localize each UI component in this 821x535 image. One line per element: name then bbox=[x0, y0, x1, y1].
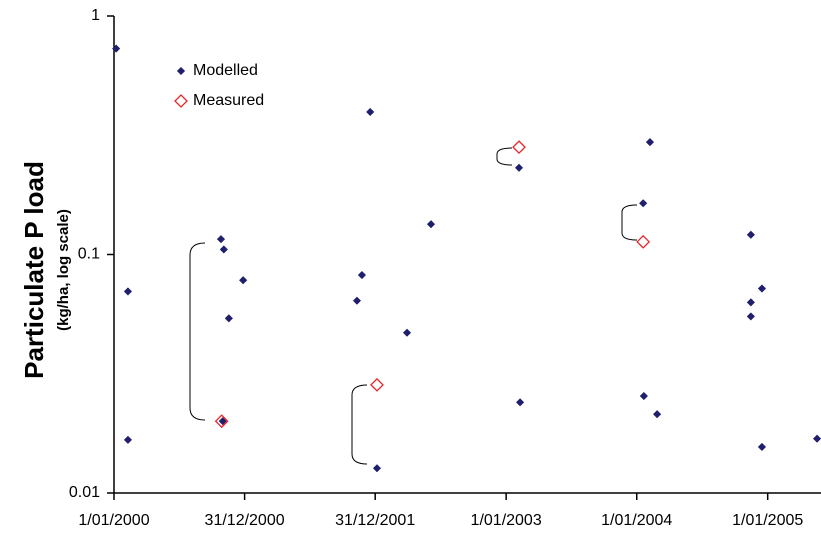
legend-label: Modelled bbox=[193, 62, 258, 79]
data-point bbox=[757, 284, 767, 293]
data-point bbox=[224, 314, 234, 323]
data-point bbox=[239, 276, 248, 285]
x-tick-label: 1/01/2005 bbox=[732, 512, 803, 529]
x-tick-label: 31/12/2000 bbox=[205, 512, 285, 529]
data-point bbox=[757, 442, 767, 452]
data-point bbox=[514, 163, 524, 172]
data-point bbox=[746, 230, 756, 239]
data-point bbox=[214, 414, 229, 429]
bracket bbox=[189, 242, 206, 421]
legend-marker bbox=[176, 66, 186, 76]
data-point bbox=[515, 398, 525, 407]
x-tick-label: 1/01/2000 bbox=[78, 512, 149, 529]
data-point bbox=[812, 434, 821, 443]
data-point bbox=[372, 464, 382, 473]
data-point bbox=[426, 220, 436, 229]
data-point bbox=[746, 298, 756, 307]
data-point bbox=[357, 270, 367, 280]
data-point bbox=[216, 234, 226, 244]
legend-label: Measured bbox=[193, 92, 264, 109]
bracket bbox=[621, 204, 638, 241]
data-point bbox=[639, 391, 649, 401]
data-point bbox=[352, 296, 362, 305]
data-point bbox=[218, 417, 227, 426]
data-point bbox=[636, 234, 651, 249]
x-tick-label: 31/12/2001 bbox=[335, 512, 415, 529]
data-point bbox=[639, 199, 648, 208]
data-point bbox=[123, 287, 133, 296]
data-point bbox=[111, 44, 121, 53]
y-axis-title: Particulate P load bbox=[19, 161, 49, 379]
legend-marker bbox=[174, 94, 188, 108]
data-point bbox=[512, 140, 526, 155]
data-point bbox=[219, 245, 228, 254]
data-point bbox=[746, 312, 756, 321]
data-point bbox=[366, 107, 375, 117]
y-tick-label: 1 bbox=[91, 7, 100, 24]
bracket bbox=[351, 384, 368, 465]
data-point bbox=[645, 137, 655, 147]
data-point bbox=[123, 435, 133, 445]
x-tick-label: 1/01/2003 bbox=[471, 512, 542, 529]
y-tick-label: 0.01 bbox=[69, 484, 100, 501]
y-tick-label: 0.1 bbox=[78, 246, 100, 263]
x-tick-label: 1/01/2004 bbox=[601, 512, 672, 529]
data-point bbox=[402, 328, 412, 337]
data-point bbox=[652, 410, 662, 419]
data-point bbox=[370, 377, 384, 392]
bracket bbox=[496, 147, 513, 166]
y-axis-subtitle: (kg/ha, log scale) bbox=[55, 209, 72, 331]
